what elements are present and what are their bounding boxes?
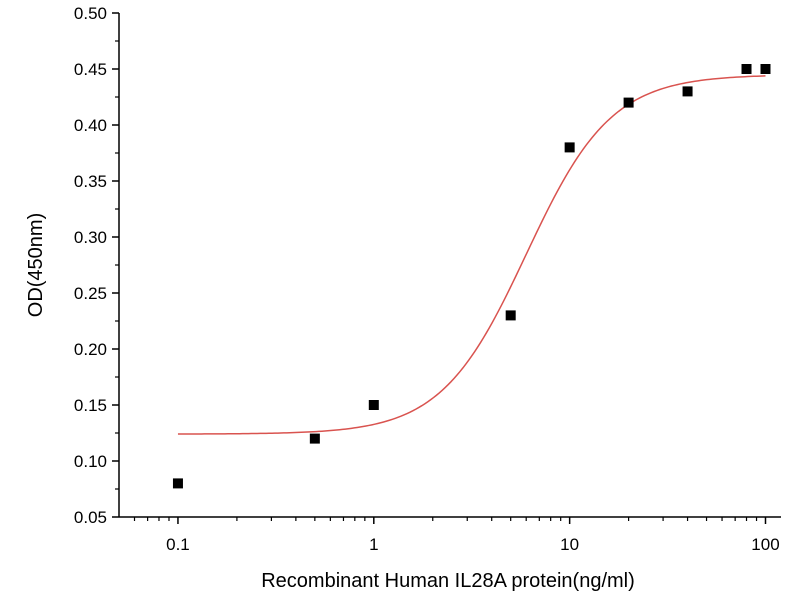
data-point (741, 64, 752, 74)
y-tick-label: 0.25 (74, 284, 107, 303)
x-tick-label: 0.1 (166, 535, 190, 554)
fit-curve-group (177, 75, 766, 435)
x-tick-label: 10 (560, 535, 579, 554)
data-point (309, 433, 320, 444)
y-tick-label: 0.50 (74, 4, 107, 23)
y-tick-label: 0.10 (74, 452, 107, 471)
y-tick-label: 0.20 (74, 340, 107, 359)
data-point (682, 86, 693, 97)
y-tick-label: 0.15 (74, 396, 107, 415)
data-point (505, 310, 516, 321)
data-point (172, 478, 183, 489)
y-tick-label: 0.35 (74, 172, 107, 191)
data-point (368, 400, 379, 410)
y-tick-label: 0.45 (74, 60, 107, 79)
x-axis: 0.1 1 10 100 (119, 516, 781, 554)
x-tick-label: 100 (751, 535, 779, 554)
y-tick-label: 0.40 (74, 116, 107, 135)
y-axis: 0.05 0.10 0.15 0.20 0.25 0.30 0.35 0.40 0.45 0.50 (74, 4, 120, 527)
y-tick-label: 0.30 (74, 228, 107, 247)
data-point (564, 142, 575, 153)
x-axis-title: Recombinant Human IL28A protein(ng/ml) (261, 570, 635, 592)
x-tick-label: 1 (369, 535, 378, 554)
y-axis-title: OD(450nm) (25, 213, 47, 317)
data-point (623, 97, 634, 108)
y-tick-label: 0.05 (74, 508, 107, 527)
data-points (172, 64, 771, 489)
data-point (760, 64, 771, 74)
fit-curve (177, 75, 766, 435)
